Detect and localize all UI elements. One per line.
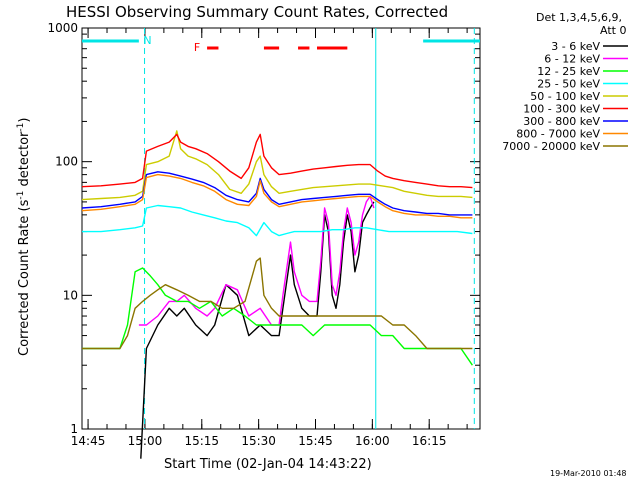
series-line-4: [81, 130, 473, 201]
x-tick-label: 16:00: [355, 434, 390, 448]
plot-area-frame: [81, 27, 481, 430]
flare-flag-letter: F: [194, 41, 200, 54]
legend-label: 300 - 800 keV: [523, 115, 600, 128]
y-axis: 1 10 100 1000: [47, 21, 480, 436]
legend-header-1: Det 1,3,4,5,6,9,: [536, 11, 622, 24]
legend-label: 800 - 7000 keV: [516, 128, 600, 141]
legend-header-2: Att 0: [600, 24, 626, 37]
legend-label: 7000 - 20000 keV: [502, 140, 600, 153]
legend-label: 50 - 100 keV: [530, 90, 600, 103]
y-tick-label: 1: [70, 422, 78, 436]
y-tick-label: 100: [55, 155, 78, 169]
y-axis-title: Corrected Count Rate (s-1 detector-1): [16, 118, 32, 356]
legend-label: 12 - 25 keV: [537, 65, 600, 78]
vertical-markers: [144, 28, 475, 429]
x-tick-label: 15:30: [241, 434, 276, 448]
x-tick-label: 15:00: [128, 434, 163, 448]
legend-label: 6 - 12 keV: [544, 53, 600, 66]
y-tick-label: 10: [63, 288, 78, 302]
series-line-0: [140, 201, 375, 459]
legend-label: 25 - 50 keV: [537, 78, 600, 91]
x-tick-label: 15:15: [184, 434, 219, 448]
chart-title: HESSI Observing Summary Count Rates, Cor…: [66, 3, 448, 21]
legend-label: 3 - 6 keV: [551, 40, 600, 53]
series-line-3: [82, 204, 473, 237]
night-flag-letter: N: [143, 34, 151, 47]
x-tick-label: 15:45: [298, 434, 333, 448]
x-tick-label: 16:15: [412, 434, 447, 448]
footer-date: 19-Mar-2010 01:48: [550, 469, 627, 478]
flags-bar: NF: [82, 34, 480, 54]
series-line-5: [81, 133, 473, 189]
y-tick-label: 1000: [47, 21, 78, 35]
x-axis: 14:45 15:00 15:15 15:30 15:45 16:00 16:15: [71, 28, 468, 448]
series-group: [81, 130, 473, 459]
series-line-7: [81, 173, 473, 219]
series-line-8: [82, 257, 473, 350]
series-line-2: [82, 267, 473, 366]
x-axis-title: Start Time (02-Jan-04 14:43:22): [164, 457, 372, 472]
x-tick-label: 14:45: [71, 434, 106, 448]
series-line-6: [81, 171, 473, 216]
legend-label: 100 - 300 keV: [523, 103, 600, 116]
